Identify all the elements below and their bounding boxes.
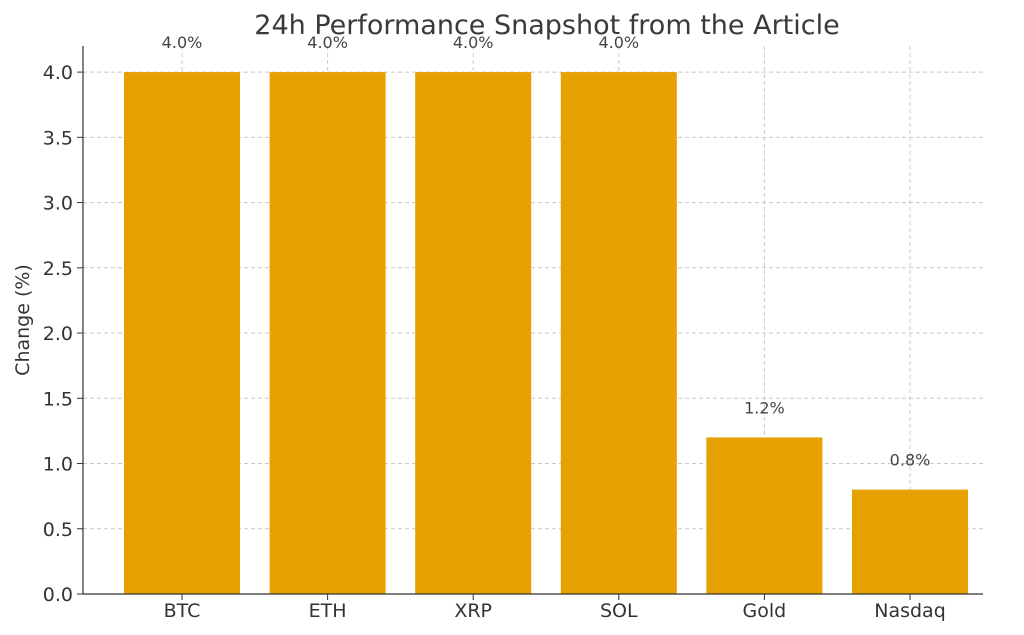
x-tick-label: XRP [454,600,492,622]
data-label: 0.8% [890,451,931,470]
y-tick-label: 4.0 [43,62,73,84]
data-label: 4.0% [307,33,348,52]
bars-layer [124,72,968,595]
y-tick-label: 3.0 [43,193,73,215]
data-label: 4.0% [598,33,639,52]
y-tick-label: 0.0 [43,584,73,606]
y-tick-label: 0.5 [43,519,73,541]
y-tick-label: 2.0 [43,323,73,345]
y-tick-label: 3.5 [43,127,73,149]
bar-btc [124,72,240,595]
chart-title: 24h Performance Snapshot from the Articl… [254,10,839,41]
bar-eth [269,72,386,595]
x-tick-label: SOL [600,600,638,622]
data-label: 4.0% [453,33,494,52]
y-tick-label: 1.0 [43,454,73,476]
axes-layer [77,46,983,600]
bar-sol [560,72,677,595]
bar-nasdaq [852,489,968,594]
x-tick-label: ETH [309,600,347,622]
y-axis-title: Change (%) [12,264,34,376]
labels-layer: 0.0 0.5 1.0 1.5 2.0 2.5 3.0 3.5 4.0 4.0% BTC 4.0% ET… [43,33,946,622]
data-label: 4.0% [162,33,203,52]
x-tick-label: Nasdaq [874,600,946,622]
data-label: 1.2% [744,398,785,417]
bar-xrp [415,72,532,595]
x-tick-label: BTC [164,600,201,622]
x-tick-label: Gold [743,600,787,622]
bar-gold [706,437,823,594]
y-tick-label: 1.5 [43,388,73,410]
y-tick-label: 2.5 [43,258,73,280]
